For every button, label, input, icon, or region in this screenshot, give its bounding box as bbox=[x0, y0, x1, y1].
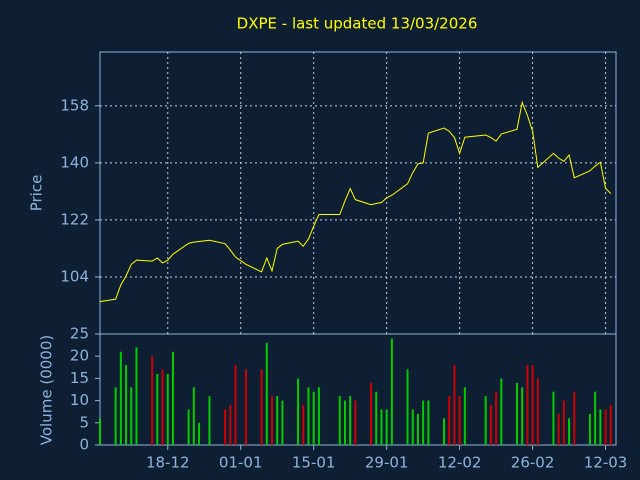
volume-bar bbox=[515, 382, 518, 445]
chart-title: DXPE - last updated 13/03/2026 bbox=[237, 15, 478, 33]
volume-bar bbox=[604, 409, 607, 445]
volume-bar bbox=[370, 382, 373, 445]
y-tick-label: 122 bbox=[60, 210, 89, 228]
volume-bar bbox=[161, 369, 164, 445]
volume-bar bbox=[192, 387, 195, 445]
volume-bar bbox=[130, 387, 133, 445]
volume-bar bbox=[557, 413, 560, 445]
volume-bar bbox=[380, 409, 383, 445]
volume-bar bbox=[151, 356, 154, 445]
y-tick-label: 5 bbox=[79, 413, 89, 431]
x-tick-label: 26-02 bbox=[511, 454, 555, 472]
volume-bar bbox=[338, 396, 341, 445]
volume-bar bbox=[489, 405, 492, 445]
y-axis-label: Price bbox=[28, 175, 46, 212]
volume-bar bbox=[588, 413, 591, 445]
volume-bar bbox=[422, 400, 425, 445]
y-tick-label: 140 bbox=[60, 153, 89, 171]
volume-bar bbox=[536, 378, 539, 445]
volume-bar bbox=[260, 369, 263, 445]
x-tick-label: 12-02 bbox=[438, 454, 482, 472]
volume-bar bbox=[562, 400, 565, 445]
volume-bar bbox=[448, 396, 451, 445]
volume-bar bbox=[281, 400, 284, 445]
volume-bar bbox=[224, 409, 227, 445]
volume-bar bbox=[568, 418, 571, 445]
y-tick-label: 104 bbox=[60, 267, 89, 285]
volume-bar bbox=[526, 365, 529, 445]
y-axis-label: Volume (0000) bbox=[38, 335, 56, 445]
volume-bar bbox=[427, 400, 430, 445]
volume-bar bbox=[552, 391, 555, 445]
volume-bar bbox=[244, 369, 247, 445]
volume-bar bbox=[187, 409, 190, 445]
volume-bar bbox=[406, 369, 409, 445]
volume-bar bbox=[317, 387, 320, 445]
volume-bar bbox=[307, 387, 310, 445]
volume-bar bbox=[302, 405, 305, 445]
y-tick-label: 20 bbox=[70, 347, 89, 365]
volume-bar bbox=[463, 387, 466, 445]
volume-bar bbox=[599, 409, 602, 445]
volume-bar bbox=[484, 396, 487, 445]
volume-bar bbox=[521, 387, 524, 445]
volume-bar bbox=[573, 391, 576, 445]
volume-bar bbox=[135, 347, 138, 445]
y-tick-label: 0 bbox=[79, 436, 89, 454]
volume-bar bbox=[411, 409, 414, 445]
volume-bar bbox=[385, 409, 388, 445]
volume-bar bbox=[271, 396, 273, 445]
volume-bar bbox=[119, 351, 122, 445]
volume-bar bbox=[500, 378, 503, 445]
volume-bar bbox=[453, 365, 456, 445]
volume-bar bbox=[297, 378, 300, 445]
volume-bar bbox=[375, 391, 378, 445]
volume-bar bbox=[443, 418, 445, 445]
volume-bar bbox=[166, 373, 169, 445]
volume-bar bbox=[495, 391, 498, 445]
x-tick-label: 15-01 bbox=[292, 454, 336, 472]
volume-bar bbox=[594, 391, 597, 445]
volume-bar bbox=[171, 351, 174, 445]
y-tick-label: 10 bbox=[70, 391, 89, 409]
x-tick-label: 18-12 bbox=[146, 454, 190, 472]
volume-bar bbox=[265, 342, 268, 445]
volume-bar bbox=[125, 365, 128, 445]
volume-bar bbox=[416, 413, 419, 445]
volume-bar bbox=[99, 418, 101, 445]
volume-bar bbox=[609, 405, 612, 445]
y-tick-label: 15 bbox=[70, 369, 89, 387]
volume-bar bbox=[343, 400, 346, 445]
volume-bar bbox=[208, 396, 211, 445]
volume-bar bbox=[458, 396, 461, 445]
y-tick-label: 158 bbox=[60, 96, 89, 114]
volume-bar bbox=[349, 396, 352, 445]
volume-bar bbox=[234, 365, 237, 445]
volume-bar bbox=[114, 387, 117, 445]
volume-bar bbox=[531, 365, 534, 445]
x-tick-label: 01-01 bbox=[219, 454, 263, 472]
y-tick-label: 25 bbox=[70, 325, 89, 343]
x-tick-label: 29-01 bbox=[365, 454, 409, 472]
volume-bar bbox=[156, 373, 159, 445]
volume-bar bbox=[390, 338, 393, 445]
volume-bar bbox=[312, 391, 315, 445]
price-line bbox=[99, 100, 612, 303]
volume-bar bbox=[354, 400, 357, 445]
volume-bar bbox=[198, 422, 201, 445]
x-tick-label: 12-03 bbox=[584, 454, 628, 472]
volume-bar bbox=[229, 405, 232, 445]
volume-panel bbox=[99, 333, 617, 446]
volume-bar bbox=[276, 396, 279, 445]
